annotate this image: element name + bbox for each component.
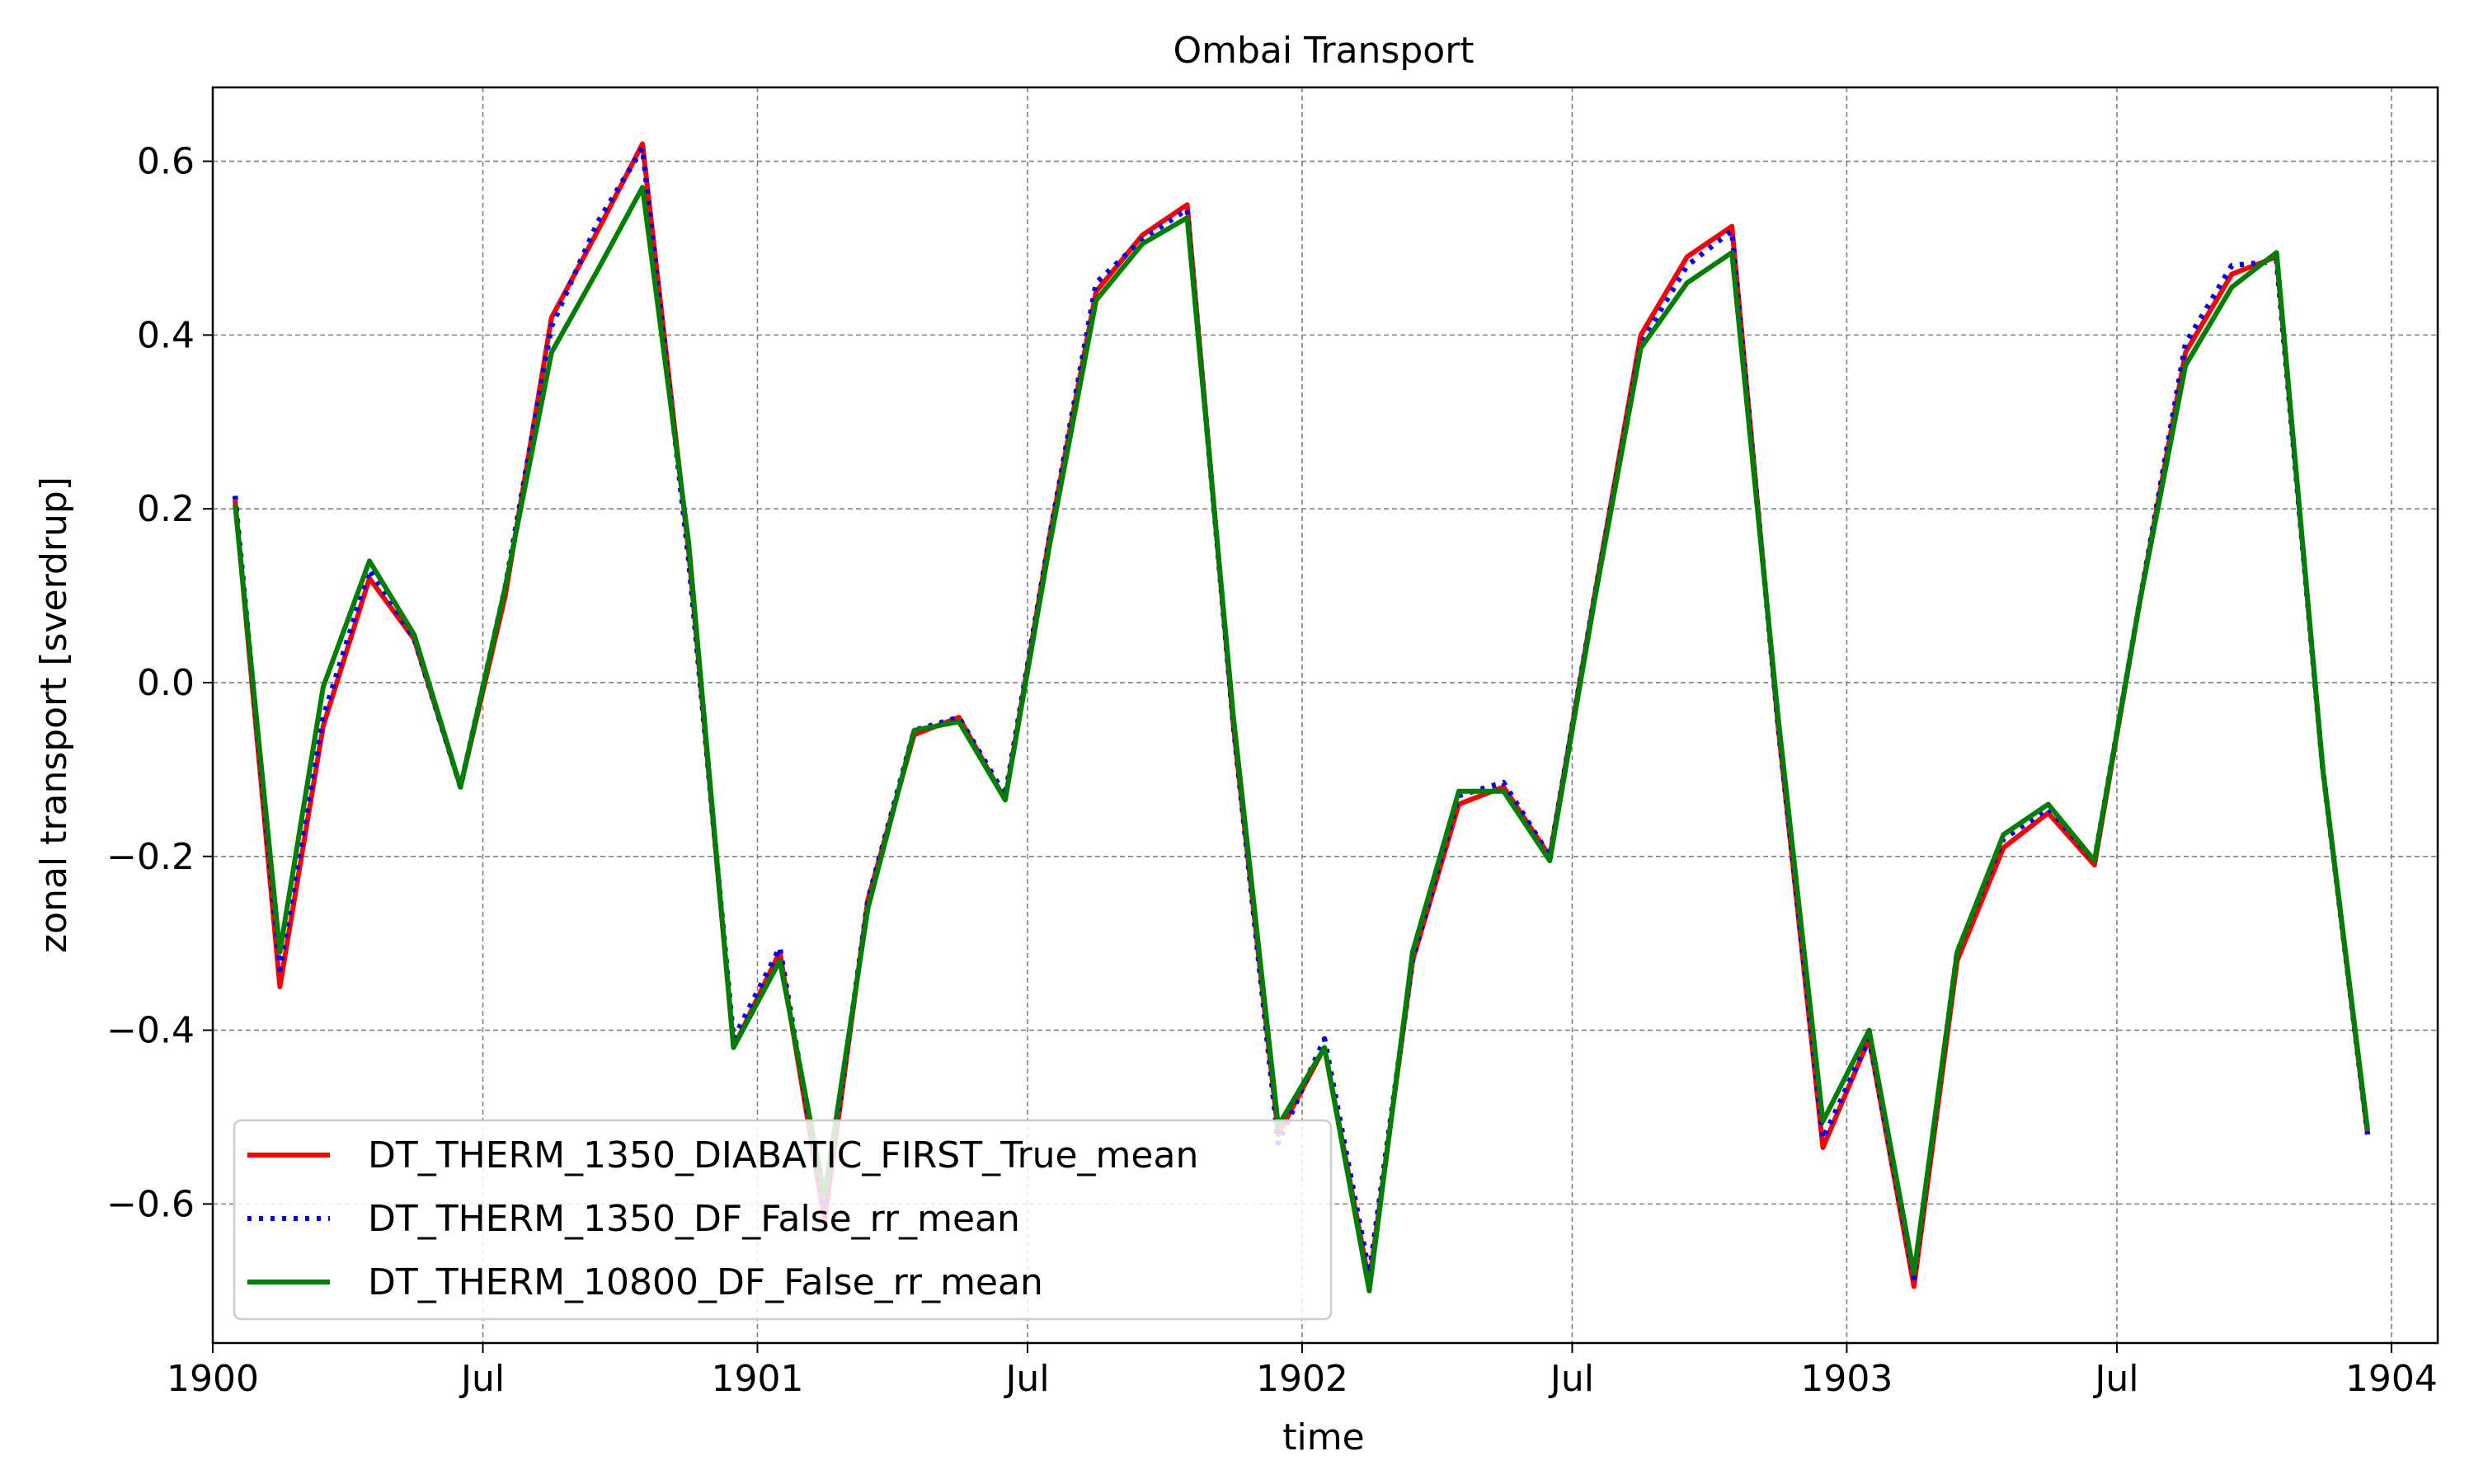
y-tick-label: −0.4: [106, 1010, 195, 1052]
x-tick-label: 1901: [711, 1358, 803, 1400]
legend-label-2: DT_THERM_1350_DF_False_rr_mean: [368, 1198, 1020, 1240]
x-tick-label: 1902: [1256, 1358, 1348, 1400]
x-tick-label: Jul: [1003, 1358, 1049, 1400]
legend-label-3: DT_THERM_10800_DF_False_rr_mean: [368, 1261, 1043, 1303]
y-tick-label: 0.2: [137, 488, 195, 530]
legend-box: [233, 1119, 1333, 1321]
y-tick-label: 0.4: [137, 314, 195, 356]
x-tick-label: Jul: [2092, 1358, 2138, 1400]
series-lines: [232, 141, 2371, 1294]
x-tick-label: 1900: [167, 1358, 259, 1400]
x-tick-label: Jul: [459, 1358, 505, 1400]
y-tick-label: −0.2: [106, 836, 195, 878]
x-tick-label: 1903: [1800, 1358, 1893, 1400]
chart-title: Ombai Transport: [1173, 30, 1474, 72]
x-axis-label: time: [1282, 1416, 1364, 1458]
y-tick-label: −0.6: [106, 1183, 195, 1225]
x-tick-label: 1904: [2345, 1358, 2438, 1400]
y-axis-label: zonal transport [sverdrup]: [33, 477, 75, 953]
y-tick-label: 0.6: [137, 141, 195, 183]
legend-label-1: DT_THERM_1350_DIABATIC_FIRST_True_mean: [368, 1134, 1198, 1176]
plot-frame: [211, 86, 2439, 1345]
x-tick-label: Jul: [1548, 1358, 1594, 1400]
series-line-3: [233, 185, 2370, 1294]
y-axis-ticks: 0.6 0.4 0.2 0.0 −0.2 −0.4 −0.6: [106, 141, 213, 1225]
y-tick-label: 0.0: [137, 662, 195, 704]
legend: DT_THERM_1350_DIABATIC_FIRST_True_mean DT…: [233, 1119, 1333, 1321]
x-axis-ticks: 1900 Jul 1901 Jul 1902 Jul 1903 Jul 1904: [167, 1343, 2438, 1400]
